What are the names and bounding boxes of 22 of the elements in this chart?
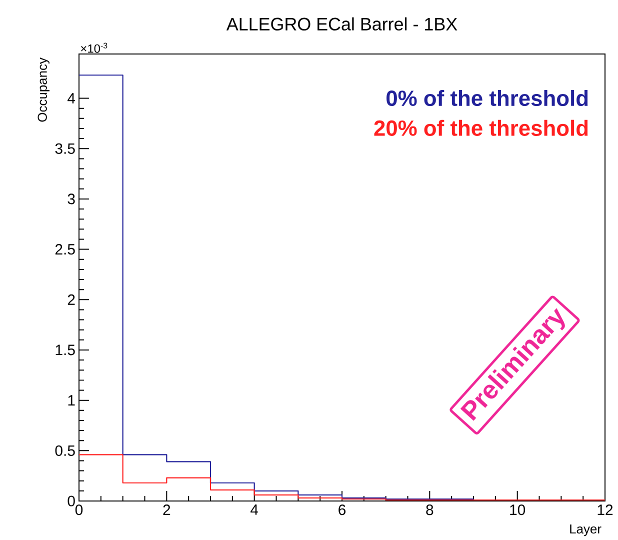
y-tick-label: 2 — [68, 294, 75, 305]
y-axis-title: Occupancy — [38, 58, 50, 122]
x-tick-label: 6 — [338, 504, 346, 516]
chart-title: ALLEGRO ECal Barrel - 1BX — [226, 17, 458, 30]
y-tick-label: 4 — [68, 93, 76, 104]
x-axis-title: Layer — [570, 524, 602, 536]
x-tick-label: 0 — [75, 504, 83, 516]
y-tick-label: 1 — [68, 395, 75, 406]
y-tick-label: 3 — [68, 194, 75, 204]
x-tick-label: 4 — [250, 504, 258, 515]
y-tick-label: 0 — [68, 496, 75, 506]
text: 0% of the threshold — [386, 90, 588, 106]
text: ×10$^{-3}$ — [81, 42, 108, 53]
y-tick-label: 0.5 — [55, 445, 75, 456]
y-tick-label: 2.5 — [55, 244, 75, 255]
y-tick-label: 1.5 — [56, 344, 75, 356]
x-tick-label: 8 — [426, 504, 434, 516]
x-tick-label: 2 — [163, 504, 170, 515]
text: 20% of the threshold — [374, 120, 588, 136]
x-tick-label: 12 — [598, 504, 613, 515]
x-tick-label: 10 — [510, 504, 526, 516]
y-tick-label: 3.5 — [55, 143, 75, 154]
